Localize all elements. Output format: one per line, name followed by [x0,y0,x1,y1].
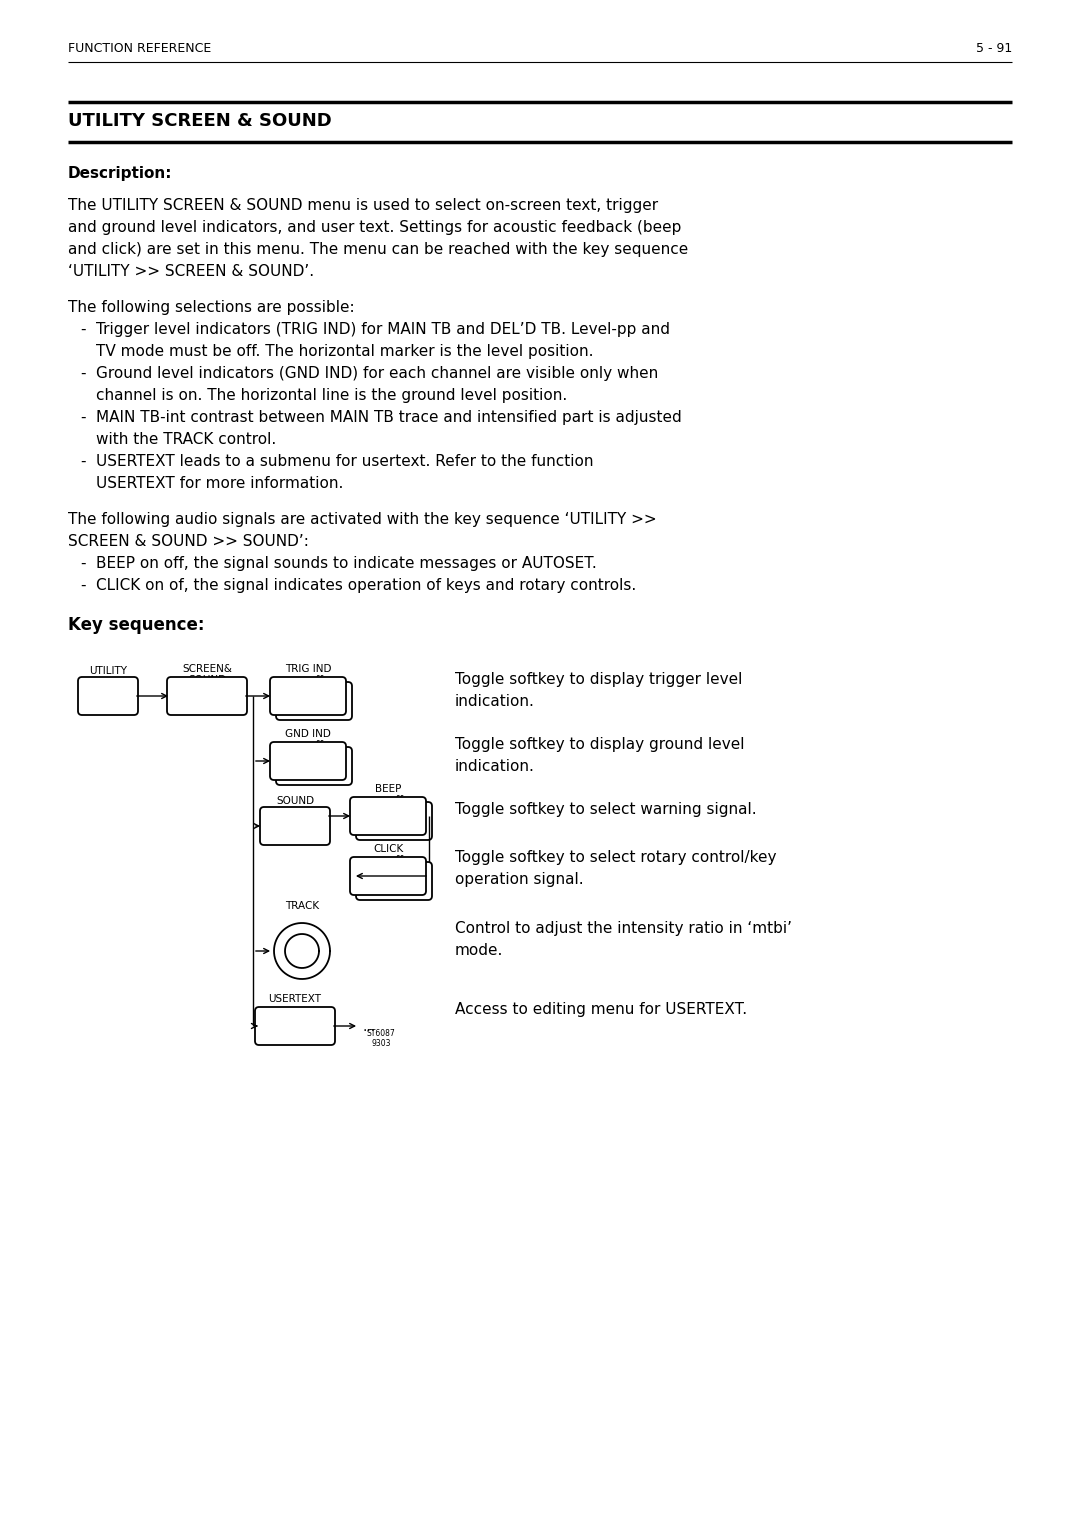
Text: TV mode must be off. The horizontal marker is the level position.: TV mode must be off. The horizontal mark… [96,344,594,359]
Text: Toggle softkey to display ground level: Toggle softkey to display ground level [455,737,744,752]
Text: -: - [80,454,85,469]
Text: and click) are set in this menu. The menu can be reached with the key sequence: and click) are set in this menu. The men… [68,242,688,257]
Text: UTILITY: UTILITY [89,667,127,676]
Text: CLICK on of, the signal indicates operation of keys and rotary controls.: CLICK on of, the signal indicates operat… [96,578,636,593]
Text: ST6087
9303: ST6087 9303 [366,1029,395,1047]
Text: on off: on off [373,855,403,865]
Text: Key sequence:: Key sequence: [68,616,204,635]
Text: indication.: indication. [455,694,535,709]
FancyBboxPatch shape [350,797,426,835]
FancyBboxPatch shape [276,748,352,784]
Text: USERTEXT: USERTEXT [269,994,322,1005]
Text: and ground level indicators, and user text. Settings for acoustic feedback (beep: and ground level indicators, and user te… [68,220,681,235]
Text: Access to editing menu for USERTEXT.: Access to editing menu for USERTEXT. [455,1001,747,1017]
FancyBboxPatch shape [167,677,247,716]
Text: SOUND: SOUND [275,797,314,806]
Text: The following selections are possible:: The following selections are possible: [68,300,354,315]
Text: on off: on off [373,795,403,804]
Text: -: - [80,323,85,336]
FancyBboxPatch shape [356,803,432,839]
Text: 5 - 91: 5 - 91 [975,41,1012,55]
Text: Control to adjust the intensity ratio in ‘mtbi’: Control to adjust the intensity ratio in… [455,920,792,936]
Text: USERTEXT leads to a submenu for usertext. Refer to the function: USERTEXT leads to a submenu for usertext… [96,454,594,469]
Text: Toggle softkey to select rotary control/key: Toggle softkey to select rotary control/… [455,850,777,865]
FancyBboxPatch shape [356,862,432,901]
Text: SCREEN&: SCREEN& [183,664,232,674]
Text: Toggle softkey to display trigger level: Toggle softkey to display trigger level [455,673,742,687]
Text: FUNCTION REFERENCE: FUNCTION REFERENCE [68,41,212,55]
Text: -: - [80,578,85,593]
Text: BEEP on off, the signal sounds to indicate messages or AUTOSET.: BEEP on off, the signal sounds to indica… [96,557,597,570]
Text: Ground level indicators (GND IND) for each channel are visible only when: Ground level indicators (GND IND) for ea… [96,365,658,381]
Text: SOUND: SOUND [188,674,226,685]
Text: ...: ... [363,1020,376,1034]
Text: mode.: mode. [455,943,503,959]
FancyBboxPatch shape [78,677,138,716]
Text: on off: on off [293,674,323,685]
Text: CLICK: CLICK [373,844,403,855]
Text: TRACK: TRACK [285,901,319,911]
FancyBboxPatch shape [260,807,330,846]
Text: MAIN TB-int contrast between MAIN TB trace and intensified part is adjusted: MAIN TB-int contrast between MAIN TB tra… [96,410,681,425]
FancyBboxPatch shape [255,1008,335,1044]
Text: UTILITY SCREEN & SOUND: UTILITY SCREEN & SOUND [68,112,332,130]
Text: operation signal.: operation signal. [455,872,583,887]
Text: The UTILITY SCREEN & SOUND menu is used to select on-screen text, trigger: The UTILITY SCREEN & SOUND menu is used … [68,197,658,213]
Text: Trigger level indicators (TRIG IND) for MAIN TB and DEL’D TB. Level-pp and: Trigger level indicators (TRIG IND) for … [96,323,670,336]
FancyBboxPatch shape [270,742,346,780]
FancyBboxPatch shape [350,856,426,894]
Text: channel is on. The horizontal line is the ground level position.: channel is on. The horizontal line is th… [96,388,567,404]
Text: on off: on off [293,740,323,751]
Text: BEEP: BEEP [375,784,401,794]
FancyBboxPatch shape [270,677,346,716]
Text: USERTEXT for more information.: USERTEXT for more information. [96,476,343,491]
Text: Toggle softkey to select warning signal.: Toggle softkey to select warning signal. [455,803,757,816]
Text: with the TRACK control.: with the TRACK control. [96,433,276,446]
FancyBboxPatch shape [276,682,352,720]
Text: indication.: indication. [455,758,535,774]
Text: TRIG IND: TRIG IND [285,664,332,674]
Text: -: - [80,557,85,570]
Text: GND IND: GND IND [285,729,330,739]
Text: -: - [80,410,85,425]
Text: The following audio signals are activated with the key sequence ‘UTILITY >>: The following audio signals are activate… [68,512,657,528]
Text: ‘UTILITY >> SCREEN & SOUND’.: ‘UTILITY >> SCREEN & SOUND’. [68,265,314,278]
Text: -: - [80,365,85,381]
Text: SCREEN & SOUND >> SOUND’:: SCREEN & SOUND >> SOUND’: [68,534,309,549]
Text: Description:: Description: [68,167,173,180]
